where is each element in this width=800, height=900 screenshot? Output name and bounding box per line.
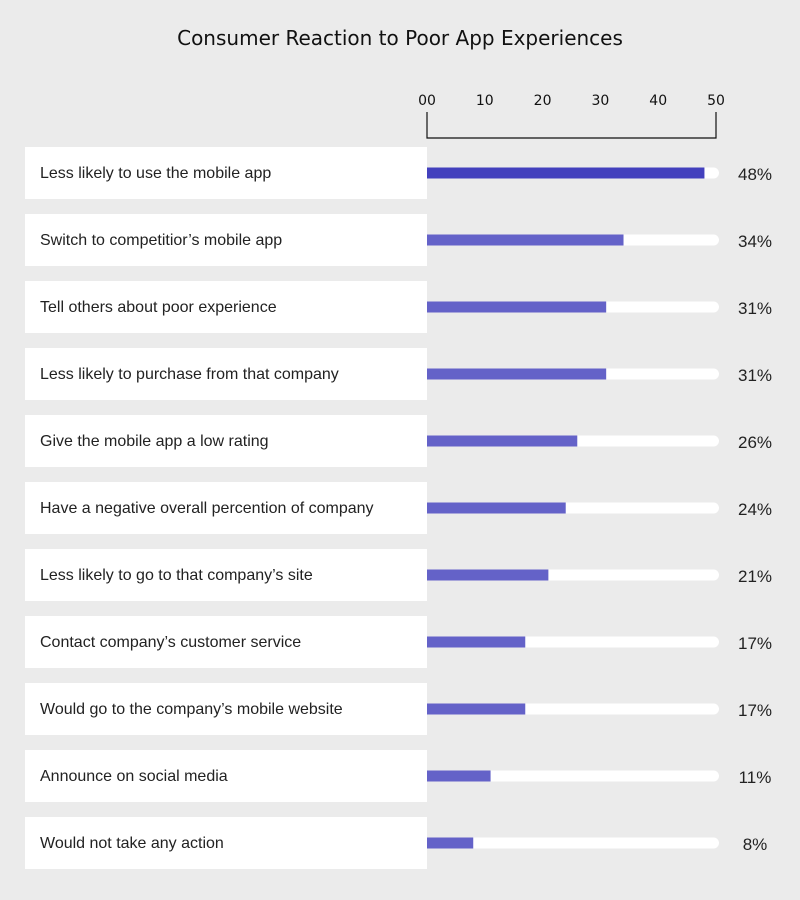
x-tick-label: 40 [649, 93, 667, 109]
bar [427, 569, 549, 581]
x-tick-label: 10 [476, 93, 494, 109]
value-label: 17% [738, 701, 772, 720]
value-label: 21% [738, 567, 772, 586]
bar [427, 770, 491, 782]
category-label-box [25, 616, 427, 668]
category-label: Tell others about poor experience [40, 299, 277, 316]
bar-track [427, 770, 719, 782]
value-label: 17% [738, 634, 772, 653]
bar-row: Would not take any action 8% [25, 817, 767, 869]
bar-row: Announce on social media 11% [25, 750, 771, 802]
bar [427, 301, 607, 313]
category-label: Would go to the company’s mobile website [40, 701, 343, 718]
value-label: 11% [739, 768, 772, 787]
category-label: Would not take any action [40, 835, 224, 852]
bar [427, 636, 526, 648]
category-label: Give the mobile app a low rating [40, 433, 269, 450]
bar-row: Less likely to use the mobile app 48% [25, 147, 772, 199]
axis-bracket [426, 112, 717, 139]
category-label-box [25, 750, 427, 802]
category-label: Less likely to use the mobile app [40, 165, 271, 182]
category-label-box [25, 147, 427, 199]
bar [427, 703, 526, 715]
bar [427, 837, 474, 849]
category-label-box [25, 817, 427, 869]
bar [427, 435, 578, 447]
x-tick-label: 50 [707, 93, 725, 109]
bar [427, 502, 566, 514]
value-label: 48% [738, 165, 772, 184]
x-tick-label: 30 [591, 93, 609, 109]
category-label: Announce on social media [40, 768, 228, 785]
value-label: 34% [738, 232, 772, 251]
category-label: Switch to competitior’s mobile app [40, 232, 282, 249]
category-label: Less likely to go to that company’s site [40, 567, 313, 584]
chart-title: Consumer Reaction to Poor App Experience… [177, 26, 623, 50]
x-tick-label: 20 [534, 93, 552, 109]
value-label: 24% [738, 500, 772, 519]
bar-row: Contact company’s customer service 17% [25, 616, 772, 668]
bar-row: Less likely to purchase from that compan… [25, 348, 772, 400]
bar-row: Less likely to go to that company’s site… [25, 549, 772, 601]
bar-row: Give the mobile app a low rating 26% [25, 415, 772, 467]
bar-row: Tell others about poor experience 31% [25, 281, 772, 333]
x-tick-label: 00 [418, 93, 436, 109]
bar-rows: Less likely to use the mobile app 48% Swit… [25, 147, 772, 869]
bar-track [427, 837, 719, 849]
category-label-box [25, 415, 427, 467]
category-label-box [25, 214, 427, 266]
bar [427, 368, 607, 380]
category-label-box [25, 482, 427, 534]
value-label: 8% [743, 835, 768, 854]
category-label-box [25, 348, 427, 400]
category-label: Contact company’s customer service [40, 634, 301, 651]
bar-row: Switch to competitior’s mobile app 34% [25, 214, 772, 266]
category-label: Have a negative overall percention of co… [40, 500, 374, 517]
bar [427, 167, 705, 179]
bar-row: Have a negative overall percention of co… [25, 482, 772, 534]
value-label: 26% [738, 433, 772, 452]
bar [427, 234, 624, 246]
x-axis: 00 10 20 30 40 50 [418, 93, 725, 139]
value-label: 31% [738, 299, 772, 318]
bar-row: Would go to the company’s mobile website… [25, 683, 772, 735]
category-label-box [25, 281, 427, 333]
value-label: 31% [738, 366, 772, 385]
category-label: Less likely to purchase from that compan… [40, 366, 339, 383]
category-label-box [25, 549, 427, 601]
category-label-box [25, 683, 427, 735]
